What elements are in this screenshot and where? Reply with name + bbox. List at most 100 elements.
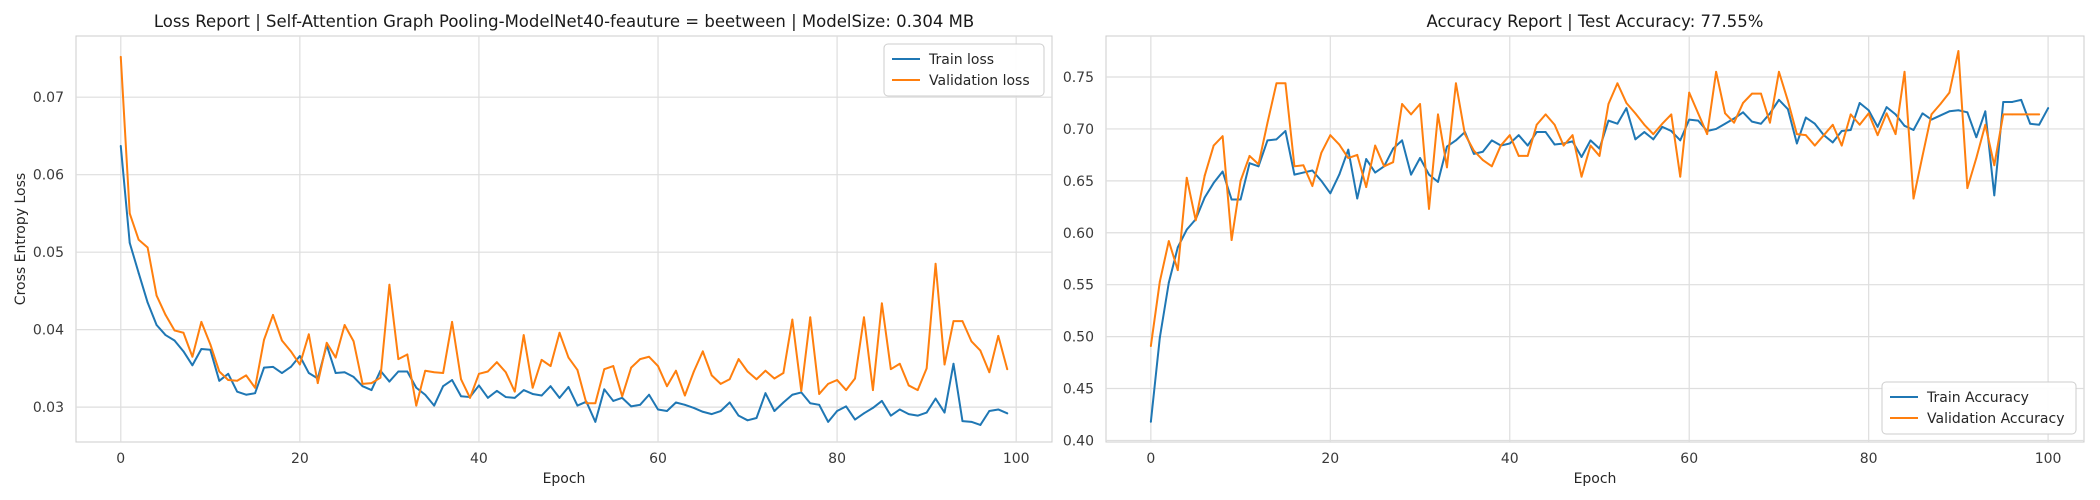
y-tick-label: 0.50: [1063, 330, 1094, 346]
data-point: [1437, 113, 1439, 116]
data-point: [424, 369, 427, 372]
data-point: [558, 331, 561, 334]
data-point: [1661, 122, 1664, 125]
data-point: [1831, 141, 1834, 144]
data-point: [334, 372, 337, 374]
data-point: [916, 389, 919, 391]
data-point: [290, 365, 292, 368]
data-point: [836, 410, 838, 412]
data-point: [1661, 125, 1664, 128]
data-point: [522, 389, 525, 391]
data-point: [1203, 196, 1206, 199]
data-point: [191, 355, 194, 358]
data-point: [1966, 187, 1969, 190]
data-point: [1634, 112, 1637, 115]
data-point: [1697, 119, 1700, 122]
data-point: [934, 397, 937, 400]
data-point: [433, 404, 436, 407]
data-point: [710, 413, 713, 416]
data-point: [1903, 70, 1906, 73]
legend-box: [1881, 381, 2077, 435]
data-point: [1670, 113, 1673, 116]
data-point: [872, 389, 874, 391]
data-point: [1006, 412, 1009, 415]
data-point: [1930, 113, 1933, 116]
data-point: [236, 379, 239, 382]
data-point: [128, 212, 131, 215]
data-point: [2011, 113, 2014, 116]
data-point: [182, 331, 185, 334]
chart-panel-2: 0 20 40 60 80 100 0.40 0.45 0.50 0.55 0.60 0.65 0.70…: [1063, 12, 2085, 487]
data-point: [666, 410, 668, 412]
data-point: [1634, 138, 1637, 141]
data-point: [710, 374, 713, 377]
data-point: [648, 355, 650, 358]
data-point: [1939, 114, 1942, 117]
series-line-train-loss: [119, 145, 1009, 426]
data-point: [1365, 186, 1368, 188]
data-point: [791, 318, 794, 321]
data-point: [1248, 155, 1251, 157]
data-point: [934, 262, 937, 265]
data-point: [495, 389, 498, 392]
data-point: [1544, 131, 1547, 133]
data-point: [460, 378, 462, 381]
x-tick-label: 80: [1860, 451, 1878, 467]
y-axis-label: Cross Entropy Loss: [13, 173, 29, 305]
data-point: [1598, 155, 1601, 157]
data-point: [1455, 139, 1457, 142]
data-point: [1508, 142, 1511, 145]
data-point: [683, 403, 686, 406]
data-point: [621, 396, 624, 399]
data-point: [675, 369, 677, 372]
data-point: [119, 145, 122, 147]
data-point: [2038, 113, 2041, 116]
data-point: [1526, 155, 1529, 157]
data-point: [1383, 165, 1386, 168]
data-point: [1239, 179, 1242, 182]
data-point: [925, 367, 928, 370]
data-point: [1894, 133, 1897, 136]
data-point: [1185, 176, 1188, 179]
data-point: [1607, 103, 1610, 105]
data-point: [961, 320, 964, 323]
data-point: [1392, 147, 1395, 150]
data-point: [1849, 129, 1852, 131]
data-point: [943, 363, 946, 366]
data-point: [495, 361, 498, 364]
data-point: [209, 348, 212, 351]
legend: Train Accuracy Validation Accuracy: [1881, 381, 2077, 435]
data-point: [209, 343, 212, 346]
data-point: [773, 377, 776, 380]
data-point: [1679, 175, 1682, 178]
data-point: [334, 356, 337, 359]
data-point: [872, 407, 874, 409]
data-point: [1688, 118, 1691, 121]
data-point: [1203, 174, 1206, 177]
data-point: [1284, 82, 1287, 85]
data-point: [2038, 123, 2041, 126]
data-point: [254, 392, 256, 395]
data-point: [576, 369, 579, 371]
data-point: [1221, 170, 1224, 173]
series-points-1: [1149, 98, 2050, 423]
data-point: [1302, 164, 1305, 167]
data-point: [1984, 123, 1987, 126]
legend-box: [883, 43, 1045, 97]
data-point: [889, 414, 892, 417]
data-point: [970, 340, 973, 343]
data-point: [755, 417, 758, 419]
data-point: [272, 314, 274, 316]
x-tick-label: 0: [1146, 451, 1155, 467]
x-axis-label: Epoch: [1574, 471, 1617, 487]
data-point: [298, 355, 301, 357]
data-point: [1580, 175, 1583, 178]
data-point: [549, 385, 552, 388]
data-point: [245, 393, 248, 396]
data-point: [504, 371, 507, 374]
data-point: [818, 403, 821, 406]
data-point: [155, 324, 158, 326]
data-point: [961, 420, 964, 422]
data-point: [531, 393, 534, 395]
